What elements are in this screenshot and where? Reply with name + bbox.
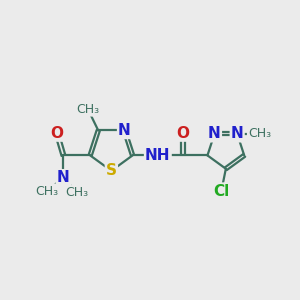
- Text: O: O: [177, 126, 190, 141]
- Text: N: N: [118, 123, 131, 138]
- Text: NH: NH: [145, 148, 171, 163]
- Text: N: N: [231, 126, 244, 141]
- Text: Cl: Cl: [213, 184, 230, 199]
- Text: CH₃: CH₃: [65, 186, 88, 199]
- Text: CH₃: CH₃: [35, 184, 58, 198]
- Text: CH₃: CH₃: [248, 127, 271, 140]
- Text: CH₃: CH₃: [76, 103, 99, 116]
- Text: N: N: [208, 126, 221, 141]
- Text: S: S: [106, 163, 117, 178]
- Text: O: O: [50, 126, 63, 141]
- Text: N: N: [57, 170, 70, 185]
